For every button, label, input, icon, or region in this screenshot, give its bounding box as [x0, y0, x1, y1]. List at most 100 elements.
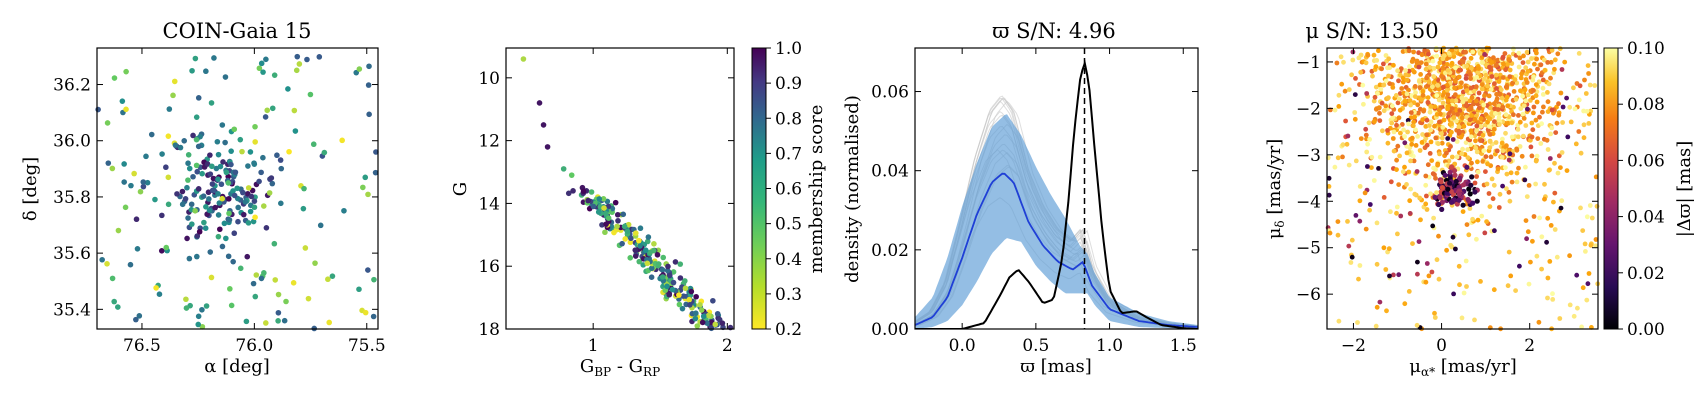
star-point	[217, 163, 224, 170]
star-point	[165, 174, 172, 181]
cmd-point	[648, 274, 655, 280]
pm-field-point	[1459, 95, 1465, 101]
star-point	[302, 245, 309, 251]
pm-field-point	[1512, 77, 1518, 82]
star-point	[192, 55, 199, 62]
pm-field-point	[1418, 72, 1423, 77]
pm-field-point	[1383, 267, 1389, 272]
pm-field-point	[1594, 203, 1600, 209]
cmd-point	[697, 302, 703, 308]
star-point	[200, 193, 207, 200]
panel3-ylabel: density (normalised)	[842, 95, 863, 283]
cmd-point	[622, 236, 629, 242]
pm-field-point	[1342, 88, 1348, 94]
pm-field-point	[1545, 275, 1551, 281]
panel2-xlabel-sub1: BP	[594, 365, 611, 379]
cmd-point	[620, 211, 627, 218]
pm-field-point	[1424, 132, 1430, 138]
pm-field-point	[1346, 87, 1352, 92]
pm-field-point	[1486, 191, 1492, 196]
pm-field-point	[1463, 76, 1469, 81]
pm-field-point	[1419, 97, 1424, 102]
pm-field-point	[1379, 100, 1385, 106]
pm-field-point	[1549, 125, 1555, 131]
pm-field-point	[1438, 111, 1443, 117]
pm-field-point	[1336, 104, 1342, 109]
star-point	[301, 185, 307, 192]
cmd-point	[603, 221, 609, 227]
panel3-ticks: 0.0 0.5 1.0 1.5 0.00 0.02 0.04 0.06	[871, 48, 1198, 356]
star-point	[109, 165, 116, 172]
pm-field-point	[1365, 164, 1370, 169]
panel3-ytick-label: 0.06	[871, 83, 909, 103]
pm-field-point	[1427, 151, 1433, 156]
star-point	[258, 169, 264, 176]
pm-field-point	[1428, 127, 1433, 133]
pm-field-point	[1503, 112, 1509, 118]
pm-field-point	[1375, 91, 1380, 96]
pm-cluster-point	[1468, 182, 1474, 188]
pm-field-point	[1475, 70, 1481, 75]
pm-field-point	[1548, 131, 1553, 137]
pm-field-point	[1469, 113, 1474, 118]
pm-field-point	[1349, 72, 1354, 78]
pm-field-point	[1414, 58, 1420, 64]
pm-field-point	[1526, 281, 1532, 287]
star-point	[283, 298, 289, 305]
pm-field-point	[1377, 299, 1383, 305]
pm-field-point	[1371, 98, 1377, 104]
star-point	[184, 184, 190, 191]
pm-field-point	[1500, 148, 1506, 154]
pm-field-point	[1396, 272, 1402, 278]
cmd-point	[596, 196, 603, 202]
pm-field-point	[1541, 104, 1546, 110]
pm-field-point	[1545, 99, 1551, 105]
pm-field-point	[1573, 141, 1579, 147]
cmd-point	[565, 190, 572, 197]
cmd-point	[654, 252, 661, 258]
star-point	[251, 160, 257, 166]
star-point	[223, 169, 230, 176]
star-point	[252, 293, 259, 300]
cmd-point	[676, 301, 683, 308]
star-point	[136, 313, 143, 319]
pm-field-point	[1488, 87, 1494, 92]
pm-field-point	[1440, 92, 1446, 98]
pm-field-point	[1521, 103, 1527, 109]
star-point	[195, 143, 202, 150]
star-point	[119, 98, 126, 104]
pm-field-point	[1404, 150, 1410, 156]
pm-cluster-point	[1439, 206, 1445, 212]
pm-field-point	[1449, 121, 1454, 127]
star-point	[258, 60, 265, 67]
star-point	[263, 56, 269, 63]
star-point	[195, 186, 202, 192]
pm-field-point	[1506, 57, 1512, 62]
pm-field-point	[1365, 52, 1371, 58]
star-point	[182, 195, 189, 202]
pm-field-point	[1401, 127, 1406, 133]
pm-cluster-point	[1469, 174, 1475, 180]
pm-field-point	[1490, 196, 1496, 202]
cmd-point	[544, 144, 551, 150]
pm-field-point	[1458, 84, 1464, 90]
pm-cluster-point	[1439, 199, 1445, 205]
cmd-point	[698, 307, 705, 313]
panel4-title: μ S/N: 13.50	[1305, 19, 1438, 43]
star-point	[104, 260, 110, 267]
pm-field-point	[1434, 93, 1440, 98]
star-point	[111, 75, 118, 81]
star-point	[222, 139, 228, 146]
pm-field-point	[1494, 98, 1499, 104]
pm-field-point	[1450, 137, 1456, 142]
star-point	[239, 148, 245, 155]
star-point	[105, 160, 112, 166]
star-point	[278, 200, 284, 207]
pm-field-point	[1520, 60, 1526, 65]
panel1-ticks: 76.5 76.0 75.5 35.4 35.6 35.8 36.0 36.2	[53, 48, 386, 356]
pm-field-point	[1583, 91, 1589, 96]
star-point	[183, 305, 190, 311]
pm-field-point	[1540, 77, 1546, 83]
panel4-ytick-label: −4	[1296, 192, 1321, 212]
